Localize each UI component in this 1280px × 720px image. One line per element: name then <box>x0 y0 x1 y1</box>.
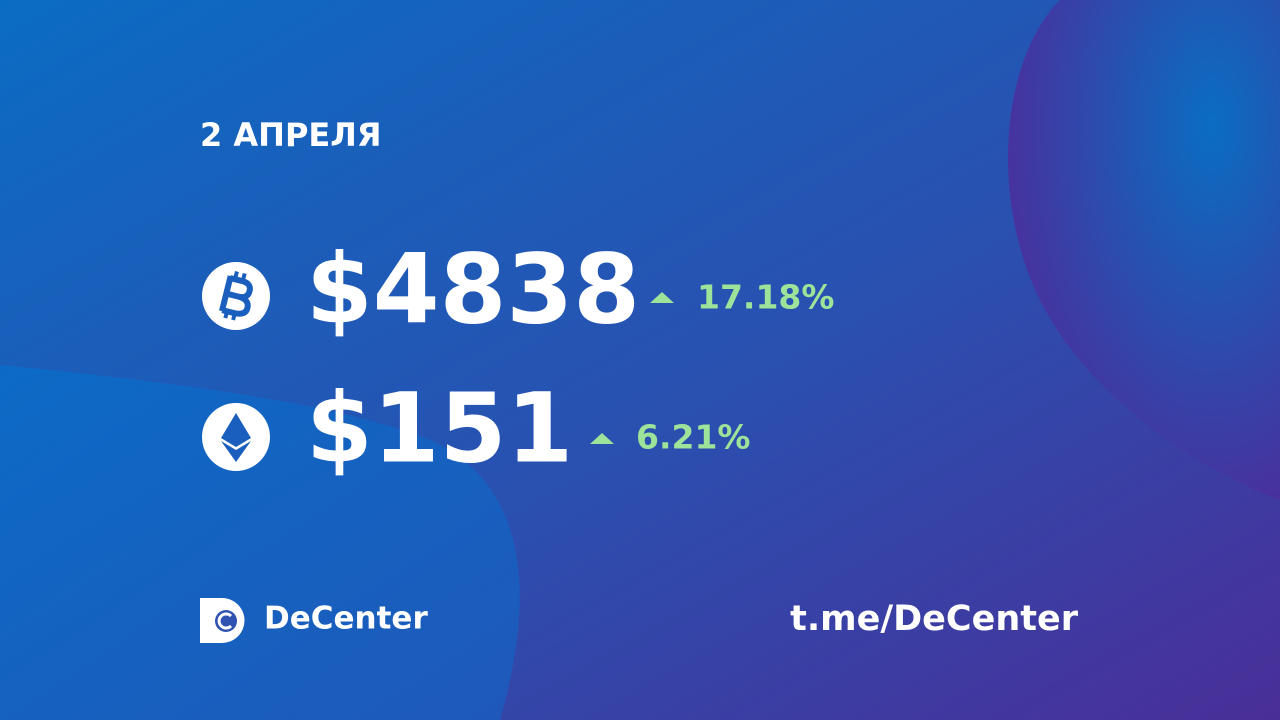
price: $4838 <box>306 233 640 345</box>
bitcoin-icon <box>202 262 270 330</box>
logo <box>200 598 245 643</box>
up-arrow <box>650 292 674 303</box>
change: 17.18% <box>697 278 834 317</box>
date: 2 АПРЕЛЯ <box>200 116 381 154</box>
link[interactable]: t.me/DeCenter <box>790 599 1079 639</box>
up-arrow <box>590 433 614 444</box>
brand: DeCenter <box>264 601 428 637</box>
ethereum-icon <box>202 403 270 471</box>
change: 6.21% <box>636 418 751 457</box>
blob-right <box>1007 0 1280 500</box>
blob-left <box>0 365 520 720</box>
price: $151 <box>306 372 573 484</box>
